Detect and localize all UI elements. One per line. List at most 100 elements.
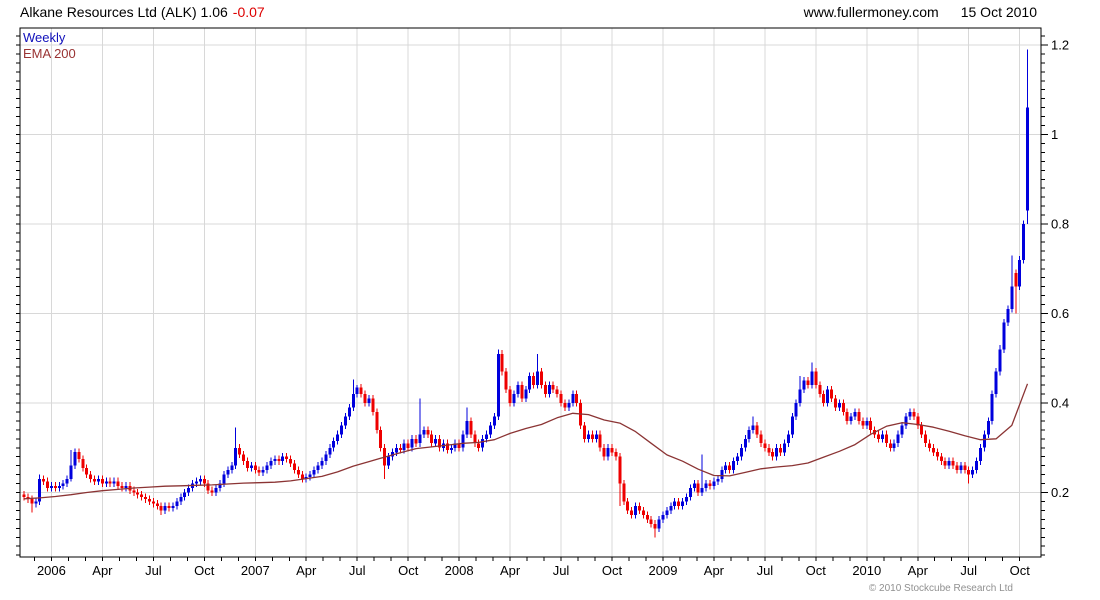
candle <box>771 448 775 461</box>
candle <box>994 368 998 398</box>
candle <box>124 482 128 492</box>
candle <box>410 435 414 452</box>
candle <box>931 444 935 456</box>
candle <box>1018 256 1022 291</box>
candle <box>104 477 108 488</box>
candle <box>798 376 802 407</box>
candle <box>379 426 383 452</box>
candle <box>516 381 520 398</box>
candle <box>277 455 281 465</box>
candle <box>371 394 375 416</box>
candle <box>265 462 269 474</box>
candle <box>661 511 665 523</box>
candle <box>920 421 924 438</box>
candle <box>637 502 641 514</box>
x-axis-label: Jul <box>349 563 366 578</box>
candle <box>49 482 53 492</box>
candle <box>888 439 892 452</box>
candle <box>324 450 328 465</box>
candle <box>473 430 477 447</box>
candle <box>849 412 853 425</box>
candle <box>696 480 700 497</box>
candle <box>1026 49 1029 224</box>
candle <box>312 466 316 479</box>
candle <box>206 480 210 494</box>
y-axis-label: 1 <box>1051 127 1058 142</box>
candle <box>159 502 163 515</box>
candle <box>720 466 724 483</box>
candle <box>959 462 963 474</box>
candle <box>438 435 441 452</box>
candle <box>383 444 387 480</box>
x-axis-label: Oct <box>194 563 215 578</box>
candle <box>253 462 257 474</box>
candle <box>261 466 265 476</box>
candle <box>418 398 422 447</box>
candle <box>724 462 728 474</box>
ema-200-line <box>23 383 1029 500</box>
copyright-notice: © 2010 Stockcube Research Ltd <box>868 583 1013 594</box>
candle <box>34 497 38 508</box>
candle <box>928 439 931 452</box>
candle <box>692 480 696 492</box>
candle <box>681 497 685 510</box>
x-axis-label: Oct <box>806 563 827 578</box>
y-axis-label: 0.8 <box>1051 217 1069 232</box>
candle <box>273 455 277 465</box>
instrument-name-and-price: Alkane Resources Ltd (ALK) 1.06 <box>20 4 228 20</box>
candle <box>355 385 359 398</box>
candle <box>363 390 367 407</box>
candle <box>147 495 151 505</box>
candle <box>649 515 653 528</box>
candle <box>316 462 320 474</box>
x-axis-label: Jul <box>757 563 774 578</box>
chart-title: Alkane Resources Ltd (ALK) 1.06 -0.07 <box>20 4 265 20</box>
candle <box>285 453 289 463</box>
candle <box>136 488 140 499</box>
candle <box>234 427 238 470</box>
candle <box>406 439 410 452</box>
candle <box>1002 318 1006 353</box>
candle <box>845 408 849 425</box>
y-axis-label: 0.6 <box>1051 306 1069 321</box>
candle <box>434 435 438 447</box>
candle <box>230 462 234 474</box>
candle <box>884 430 888 447</box>
candle <box>551 381 555 394</box>
gridlines <box>20 28 1041 557</box>
x-axis-label: 2010 <box>852 563 881 578</box>
candle <box>187 484 191 497</box>
y-axis-label: 0.2 <box>1051 485 1069 500</box>
website-label: www.fullermoney.com <box>803 4 939 20</box>
chart-legend: Weekly EMA 200 <box>23 30 76 62</box>
candle <box>481 435 485 452</box>
candle <box>42 475 46 485</box>
x-axis-label: Oct <box>602 563 623 578</box>
candle <box>598 430 602 452</box>
candle <box>688 484 692 501</box>
candle <box>100 475 104 488</box>
candle <box>783 439 786 456</box>
candle <box>673 497 677 510</box>
candle <box>979 444 982 465</box>
candle <box>332 437 336 452</box>
x-axis-label: Jul <box>960 563 977 578</box>
candle <box>308 471 312 481</box>
candle <box>763 439 767 452</box>
candle <box>618 453 622 506</box>
candle <box>1006 305 1010 326</box>
candle <box>924 430 928 447</box>
candle <box>602 444 606 461</box>
candle <box>653 520 657 538</box>
candle <box>347 403 351 420</box>
candle <box>65 475 69 488</box>
candle <box>645 511 649 523</box>
candle <box>794 399 798 420</box>
y-axis-label: 1.2 <box>1051 38 1069 53</box>
candle <box>116 477 120 490</box>
candle <box>144 493 147 503</box>
candle <box>810 362 814 389</box>
candle <box>563 399 567 412</box>
